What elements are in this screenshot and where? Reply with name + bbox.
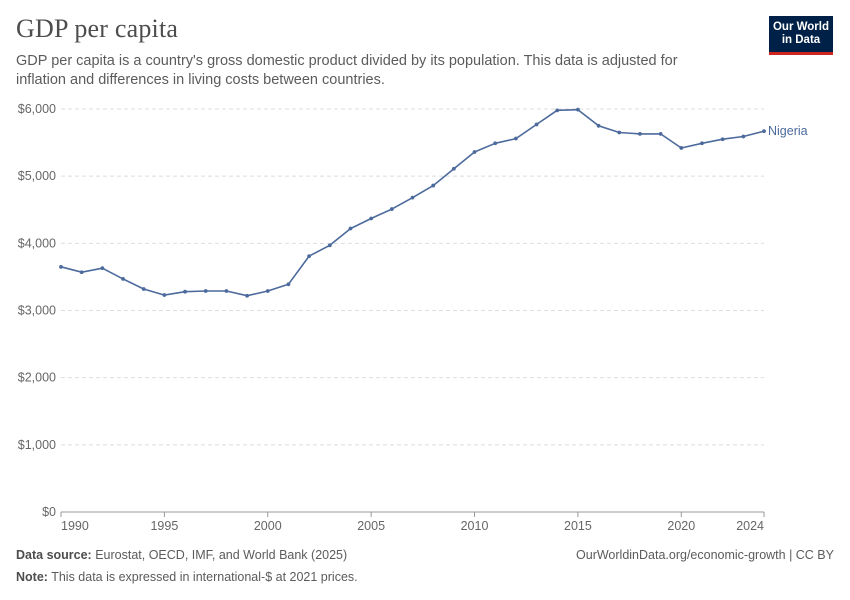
data-point[interactable]	[431, 183, 436, 188]
y-tick-label: $4,000	[18, 236, 56, 250]
logo-line-1: Our World	[772, 21, 829, 33]
data-point[interactable]	[762, 129, 766, 134]
series-line[interactable]	[60, 108, 765, 297]
logo-line-2: in Data	[781, 34, 821, 46]
x-tick-label: 2024	[736, 519, 764, 533]
x-tick-label: 2015	[564, 519, 592, 533]
line-chart: $0 $1,000 $2,000 $3,000 $4,000 $5,000 $6,000 19…	[18, 102, 808, 533]
data-point[interactable]	[493, 141, 498, 146]
data-point[interactable]	[224, 289, 229, 293]
gridlines	[61, 108, 764, 446]
data-point[interactable]	[162, 293, 167, 297]
data-source-label: Data source:	[16, 548, 92, 562]
data-point[interactable]	[472, 150, 477, 154]
chart-title: GDP per capita	[16, 14, 179, 43]
y-tick-label: $5,000	[18, 169, 56, 183]
data-point[interactable]	[100, 266, 105, 271]
data-point[interactable]	[534, 122, 539, 127]
data-point[interactable]	[513, 136, 518, 141]
data-point[interactable]	[121, 277, 125, 281]
data-point[interactable]	[617, 130, 622, 135]
data-point[interactable]	[348, 226, 353, 231]
note-text: This data is expressed in international-…	[47, 570, 358, 584]
data-point[interactable]	[555, 108, 560, 113]
y-tick-label: $3,000	[18, 304, 56, 318]
y-tick-label: $0	[42, 505, 56, 519]
data-point[interactable]	[720, 137, 725, 142]
chart-subtitle: GDP per capita is a country's gross dome…	[16, 53, 678, 88]
data-source-text: Eurostat, OECD, IMF, and World Bank (202…	[91, 548, 348, 562]
credit-link[interactable]: OurWorldinData.org/economic-growth | CC …	[576, 548, 834, 562]
x-tick-label: 2010	[461, 519, 489, 533]
data-point[interactable]	[741, 134, 746, 139]
data-source: Data source: Eurostat, OECD, IMF, and Wo…	[16, 548, 347, 562]
y-tick-label: $2,000	[18, 371, 56, 385]
owid-logo[interactable]: Our World in Data	[769, 16, 833, 55]
data-point[interactable]	[203, 289, 208, 293]
data-point[interactable]	[59, 264, 63, 269]
data-point[interactable]	[265, 289, 270, 293]
series[interactable]: Nigeria	[59, 107, 808, 298]
axes: $0 $1,000 $2,000 $3,000 $4,000 $5,000 $6,000 19…	[18, 102, 765, 533]
data-point[interactable]	[369, 216, 374, 221]
data-point[interactable]	[658, 131, 663, 136]
data-point[interactable]	[451, 166, 456, 171]
data-point[interactable]	[245, 293, 249, 298]
data-point[interactable]	[79, 270, 84, 275]
data-point[interactable]	[327, 243, 332, 248]
y-tick-label: $6,000	[18, 102, 56, 116]
data-point[interactable]	[410, 195, 415, 200]
data-point[interactable]	[307, 254, 312, 258]
note-label: Note:	[16, 570, 48, 584]
x-tick-label: 2020	[667, 519, 695, 533]
x-tick-label: 2000	[254, 519, 282, 533]
series-label[interactable]: Nigeria	[768, 124, 808, 138]
data-point[interactable]	[389, 207, 394, 211]
data-point[interactable]	[596, 123, 601, 128]
x-tick-label: 2005	[357, 519, 385, 533]
data-point[interactable]	[638, 131, 642, 136]
x-tick-label: 1990	[61, 519, 89, 533]
data-point[interactable]	[700, 141, 704, 146]
y-tick-label: $1,000	[18, 438, 56, 452]
data-point[interactable]	[286, 282, 291, 287]
footnote: Note: This data is expressed in internat…	[16, 570, 358, 584]
data-point[interactable]	[679, 146, 684, 150]
data-point[interactable]	[183, 289, 187, 294]
data-point[interactable]	[576, 107, 580, 112]
data-point[interactable]	[141, 287, 146, 291]
x-tick-label: 1995	[150, 519, 178, 533]
